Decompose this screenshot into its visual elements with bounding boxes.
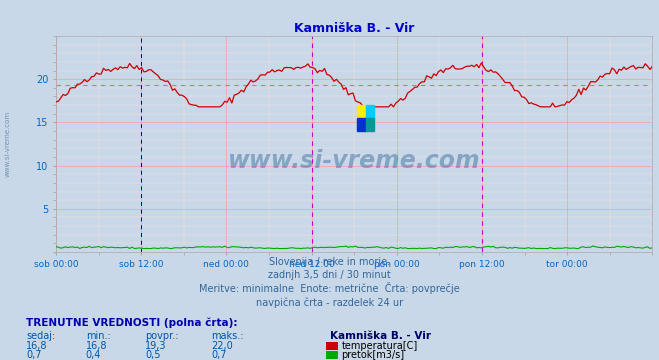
Text: Slovenija / reke in morje.: Slovenija / reke in morje. <box>269 257 390 267</box>
Text: 0,4: 0,4 <box>86 350 101 360</box>
Text: Meritve: minimalne  Enote: metrične  Črta: povprečje: Meritve: minimalne Enote: metrične Črta:… <box>199 282 460 294</box>
Bar <box>366 105 374 118</box>
Text: 16,8: 16,8 <box>86 341 107 351</box>
Text: 22,0: 22,0 <box>211 341 233 351</box>
Text: 0,7: 0,7 <box>26 350 42 360</box>
Text: 0,7: 0,7 <box>211 350 227 360</box>
Text: min.:: min.: <box>86 331 111 341</box>
Text: pretok[m3/s]: pretok[m3/s] <box>341 350 405 360</box>
Bar <box>366 118 374 131</box>
Text: www.si-vreme.com: www.si-vreme.com <box>5 111 11 177</box>
Text: Kamniška B. - Vir: Kamniška B. - Vir <box>330 331 430 341</box>
Text: navpična črta - razdelek 24 ur: navpična črta - razdelek 24 ur <box>256 297 403 308</box>
Text: 19,3: 19,3 <box>145 341 167 351</box>
Text: povpr.:: povpr.: <box>145 331 179 341</box>
Text: temperatura[C]: temperatura[C] <box>341 341 418 351</box>
Title: Kamniška B. - Vir: Kamniška B. - Vir <box>294 22 415 35</box>
Text: 0,5: 0,5 <box>145 350 161 360</box>
Text: 16,8: 16,8 <box>26 341 48 351</box>
Bar <box>357 105 366 118</box>
Text: www.si-vreme.com: www.si-vreme.com <box>228 149 480 173</box>
Text: maks.:: maks.: <box>211 331 243 341</box>
Bar <box>357 118 366 131</box>
Text: sedaj:: sedaj: <box>26 331 55 341</box>
Text: zadnjh 3,5 dni / 30 minut: zadnjh 3,5 dni / 30 minut <box>268 270 391 280</box>
Text: TRENUTNE VREDNOSTI (polna črta):: TRENUTNE VREDNOSTI (polna črta): <box>26 317 238 328</box>
